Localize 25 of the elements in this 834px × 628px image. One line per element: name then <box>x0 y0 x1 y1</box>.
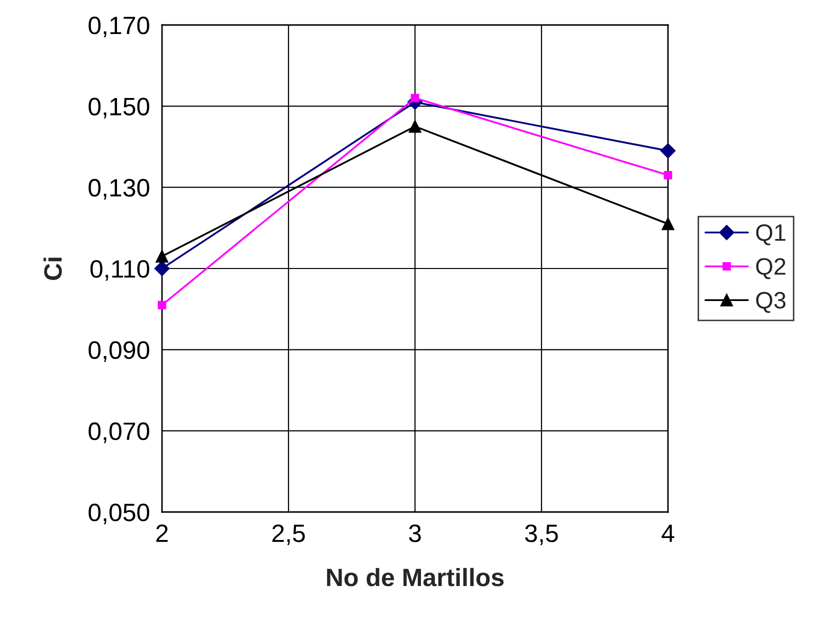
x-tick-label: 4 <box>662 524 674 542</box>
point <box>156 250 168 263</box>
point <box>154 260 170 276</box>
legend-label: Q3 <box>756 292 786 313</box>
y-tick-label: 0,150 <box>88 98 150 118</box>
x-tick-label: 3 <box>409 524 421 542</box>
x-axis-title: No de Martillos <box>327 568 504 586</box>
y-tick-label: 0,110 <box>90 260 150 281</box>
y-tick-label: 0,130 <box>88 178 150 200</box>
point <box>158 300 166 310</box>
legend-label: Q1 <box>756 224 786 246</box>
y-axis-title: Ci <box>44 258 62 280</box>
y-tick-label: 0,050 <box>88 504 150 524</box>
x-tick-label: 2 <box>156 524 168 542</box>
point <box>664 170 672 180</box>
point <box>410 94 420 102</box>
y-tick-label: 0,090 <box>88 341 150 362</box>
y-tick-label: 0,170 <box>88 16 150 38</box>
point <box>408 120 422 133</box>
point <box>662 218 674 230</box>
x-tick-label: 2,5 <box>272 524 305 546</box>
x-tick-label: 3,5 <box>525 524 558 546</box>
legend-label: Q2 <box>756 258 786 280</box>
point <box>660 143 676 158</box>
y-tick-label: 0,070 <box>88 422 150 444</box>
